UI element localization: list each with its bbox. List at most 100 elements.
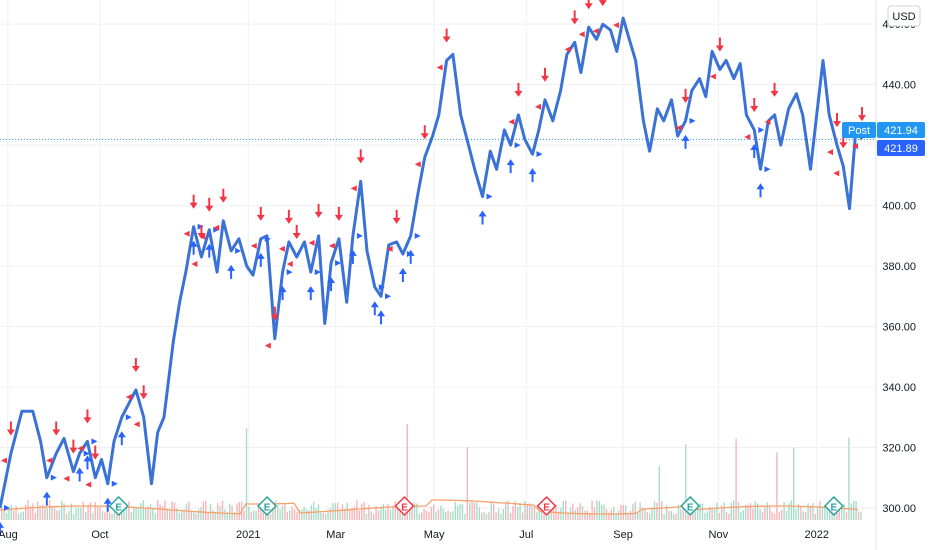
earnings-marker[interactable]: E [256, 495, 278, 517]
volume-bar [325, 514, 327, 520]
volume-bar [493, 503, 495, 520]
volume-bar [123, 509, 125, 520]
volume-bar [406, 424, 408, 520]
volume-moving-average [0, 499, 859, 515]
sell-signal-arrow [334, 206, 343, 221]
volume-bar [572, 503, 574, 520]
volume-bar [22, 511, 24, 520]
volume-bar [596, 500, 598, 520]
volume-bar [145, 507, 147, 520]
volume-bar [497, 508, 500, 520]
volume-bar [713, 508, 716, 520]
volume-bar [8, 508, 10, 520]
volume-bar [829, 508, 831, 520]
buy-signal-flag [486, 193, 493, 200]
volume-bar [61, 500, 63, 520]
volume-bar [286, 512, 288, 520]
buy-signal-arrow [756, 183, 765, 198]
buy-signal-flag [235, 247, 242, 254]
volume-bar [37, 501, 39, 520]
volume-bar [253, 510, 255, 520]
volume-bar [401, 509, 404, 520]
volume-bar [771, 511, 773, 520]
time-tick-label: Mar [326, 529, 345, 541]
volume-bar [257, 507, 260, 520]
earnings-marker[interactable]: E [394, 495, 415, 517]
sell-signal-arrow [91, 445, 100, 460]
volume-bar [5, 512, 8, 520]
sell-signal-flag [183, 230, 190, 237]
volume-bar [214, 511, 216, 520]
volume-bar [34, 512, 36, 520]
sell-signal-flag [852, 143, 858, 150]
buy-signal-flag [536, 151, 543, 158]
price-axis[interactable]: 300.00320.00340.00360.00380.00400.00420.… [882, 19, 916, 515]
sell-signal-flag [709, 73, 716, 80]
volume-bar [529, 503, 531, 520]
buy-signal-flag [125, 414, 132, 421]
volume-bar [128, 501, 130, 520]
volume-bar [490, 501, 492, 520]
volume-bar [308, 510, 310, 520]
volume-bar [200, 507, 202, 520]
volume-bar [850, 503, 852, 520]
volume-bar [836, 512, 838, 520]
volume-bar [65, 513, 68, 520]
volume-bar [524, 501, 526, 520]
sell-signal-arrow [69, 439, 78, 454]
volume-bar [728, 513, 730, 520]
volume-bar [464, 513, 466, 520]
sell-signal-flag [125, 394, 132, 400]
volume-bar [329, 507, 332, 520]
volume-bar [385, 509, 387, 520]
earnings-marker[interactable]: E [536, 495, 557, 517]
sell-signal-arrow [442, 28, 451, 43]
volume-bar [466, 447, 468, 520]
post-label-background [842, 122, 876, 138]
signal-markers [0, 0, 866, 536]
earnings-marker[interactable]: E [108, 495, 129, 517]
sell-signal-flag [250, 242, 257, 249]
volume-bar [363, 502, 365, 520]
sell-signal-arrow [270, 306, 279, 321]
volume-bar [149, 503, 152, 520]
buy-signal-flag [50, 474, 57, 481]
volume-bar [773, 513, 776, 520]
volume-bar [625, 505, 627, 520]
buy-signal-arrow [189, 240, 198, 255]
earnings-marker[interactable]: E [680, 495, 701, 517]
volume-bar [608, 512, 610, 520]
volume-bar [747, 504, 749, 520]
price-line[interactable] [0, 16, 864, 509]
volume-bar [817, 505, 819, 520]
volume-bar [521, 512, 524, 520]
post-price-background [877, 122, 925, 138]
volume-bar [855, 500, 857, 520]
sell-signal-arrow [256, 206, 265, 221]
volume-bar [392, 505, 394, 520]
volume-bar [622, 505, 624, 520]
volume-bar [663, 513, 665, 520]
volume-bar [788, 503, 790, 520]
sell-signal-arrow [514, 82, 523, 97]
sell-signal-flag [534, 103, 541, 110]
volume-bar [793, 447, 795, 520]
buy-signal-flag [111, 480, 118, 487]
volume-bar [56, 510, 58, 520]
buy-signal-flag [83, 450, 90, 457]
volume-bar [701, 503, 704, 520]
price-tick-label: 340.00 [882, 382, 916, 394]
currency-button[interactable]: USD [887, 5, 921, 27]
volume-bar [769, 505, 771, 520]
volume-bar [70, 503, 72, 520]
volume-bar [224, 509, 226, 520]
volume-bar [579, 503, 581, 520]
volume-bars [1, 424, 862, 520]
time-axis[interactable]: Aug Oct 2021 Mar May Jul Sep Nov 2022 [0, 529, 829, 541]
volume-bar [277, 505, 279, 520]
volume-bar [627, 513, 629, 520]
earnings-marker[interactable]: E [823, 495, 844, 517]
volume-bar [742, 510, 744, 520]
volume-bar [44, 507, 46, 520]
